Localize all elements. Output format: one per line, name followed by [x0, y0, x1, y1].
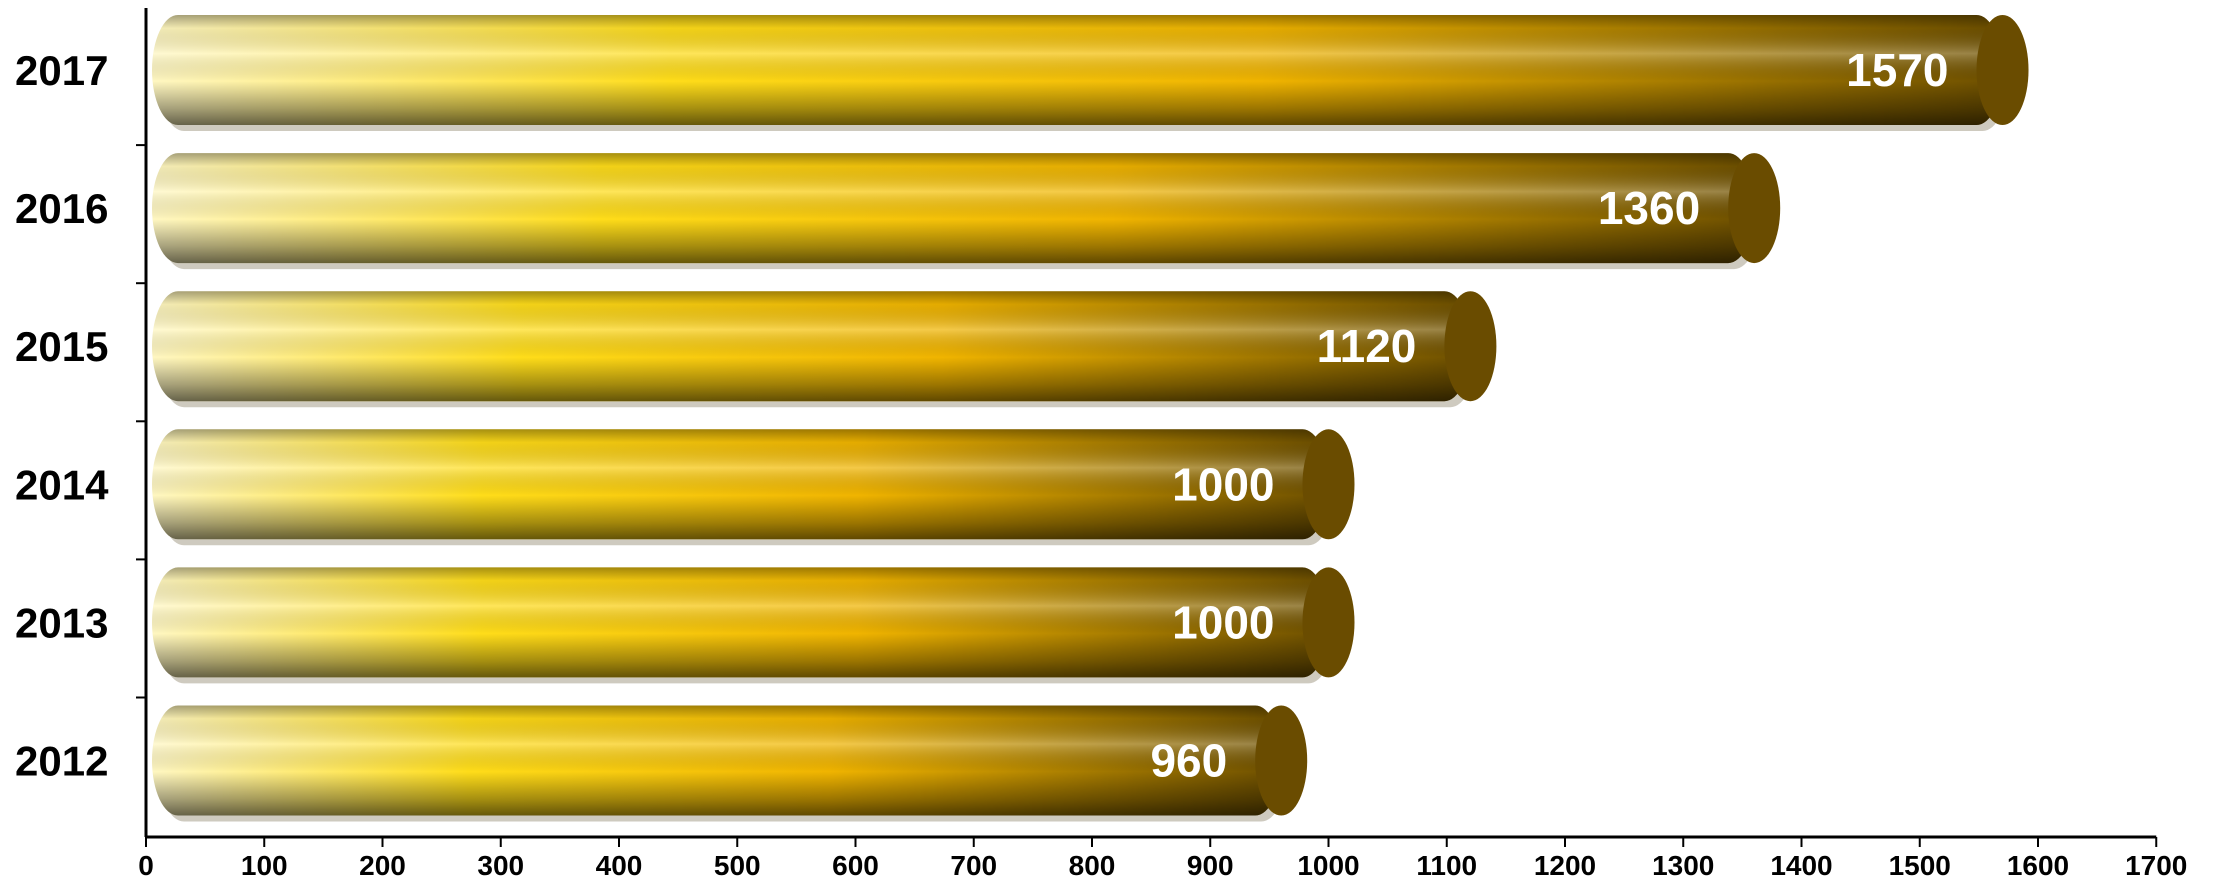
bar-value-label: 1000: [1172, 458, 1274, 510]
bar-value-label: 1000: [1172, 596, 1274, 648]
x-tick-label: 1300: [1652, 850, 1714, 881]
x-tick-label: 700: [950, 850, 997, 881]
bar-end-cap: [1728, 153, 1781, 264]
bar-end-cap: [1444, 291, 1497, 402]
category-label: 2016: [15, 185, 108, 232]
x-tick-label: 800: [1069, 850, 1116, 881]
bar-value-label: 1120: [1317, 320, 1417, 372]
bar-end-cap: [1302, 567, 1355, 678]
category-label: 2015: [15, 323, 108, 370]
x-tick-labels: 0 100 200 300 400 500 600 700 800 900 1000 1100 1200…: [136, 144, 2187, 881]
axes-layer: [144, 8, 2157, 839]
bar-shading: [152, 153, 1755, 264]
bar-2012: 960: [152, 705, 1308, 822]
category-label: 2017: [15, 47, 108, 94]
x-tick-label: 300: [477, 850, 524, 881]
bar-end-cap: [1976, 15, 2029, 125]
x-tick-label: 1600: [2007, 850, 2069, 881]
x-tick-label: 1500: [1889, 850, 1951, 881]
bar-2015: 1120: [152, 291, 1497, 408]
bar-end-cap: [1255, 705, 1308, 816]
bar-value-label: 1360: [1598, 182, 1700, 234]
bars-layer: 1570 1360 1120 1000 1000 960: [152, 15, 2029, 822]
x-tick-label: 0: [138, 850, 154, 881]
category-label: 2012: [15, 738, 108, 785]
x-tick-label: 1000: [1297, 850, 1359, 881]
bar-shading: [152, 705, 1282, 816]
x-tick-label: 600: [832, 850, 879, 881]
x-tick-label: 1200: [1534, 850, 1596, 881]
x-tick-label: 1100: [1416, 850, 1477, 881]
x-tick-label: 200: [359, 850, 406, 881]
bar-2017: 1570: [152, 15, 2029, 131]
bar-value-label: 960: [1150, 735, 1227, 787]
bar-end-cap: [1302, 429, 1355, 540]
x-tick-label: 900: [1187, 850, 1234, 881]
bar-2014: 1000: [152, 429, 1355, 546]
x-tick-label: 400: [596, 850, 643, 881]
bar-shading: [152, 567, 1329, 678]
x-tick-label: 500: [714, 850, 761, 881]
bar-2013: 1000: [152, 567, 1355, 684]
bar-shading: [152, 291, 1471, 402]
category-labels: 2017 2016 2015 2014 2013 2012: [15, 47, 109, 785]
category-label: 2013: [15, 599, 108, 646]
bar-value-label: 1570: [1846, 44, 1948, 96]
bar-shading: [152, 429, 1329, 540]
x-tick-label: 100: [241, 850, 288, 881]
x-tick-label: 1400: [1770, 850, 1832, 881]
x-tick-label: 1700: [2125, 850, 2187, 881]
category-label: 2014: [15, 461, 109, 508]
bar-shading: [152, 15, 2003, 125]
bar-2016: 1360: [152, 153, 1781, 270]
